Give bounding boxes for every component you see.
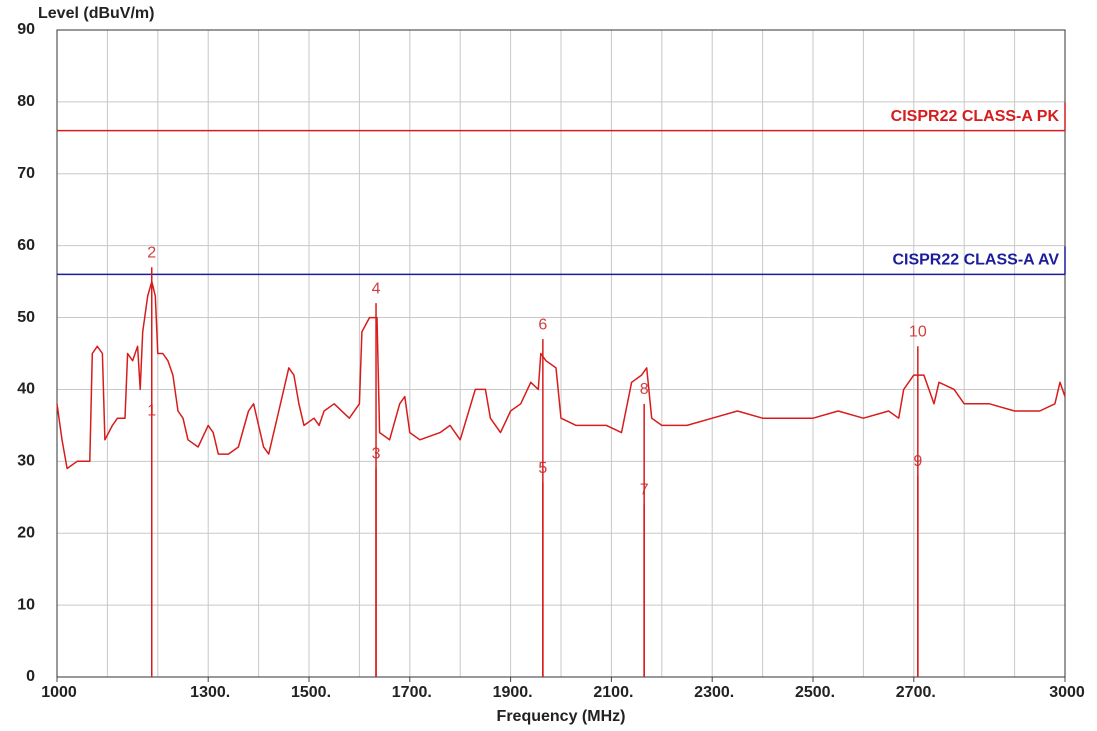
marker-label: 2 — [147, 244, 156, 261]
x-tick-label: 2300. — [694, 684, 734, 701]
y-tick-label: 90 — [17, 21, 35, 38]
y-tick-label: 0 — [26, 668, 35, 685]
x-tick-label: 1700. — [392, 684, 432, 701]
marker-label: 6 — [538, 316, 547, 333]
y-tick-label: 60 — [17, 237, 35, 254]
x-axis-title: Frequency (MHz) — [497, 708, 626, 725]
x-tick-label: 1500. — [291, 684, 331, 701]
limit-label: CISPR22 CLASS-A AV — [892, 252, 1059, 269]
y-tick-label: 40 — [17, 381, 35, 398]
plot-frame — [56, 29, 1066, 678]
y-tick-label: 10 — [17, 596, 35, 613]
x-tick-label: 3000 — [1049, 684, 1085, 701]
marker-label: 8 — [640, 381, 649, 398]
x-tick-label: 2500. — [795, 684, 835, 701]
x-tick-label: 1900. — [493, 684, 533, 701]
limit-label: CISPR22 CLASS-A PK — [891, 108, 1060, 125]
marker-label: 4 — [372, 280, 381, 297]
y-tick-label: 20 — [17, 524, 35, 541]
x-tick-label: 1300. — [190, 684, 230, 701]
x-tick-label: 2100. — [593, 684, 633, 701]
x-tick-label: 1000 — [41, 684, 77, 701]
y-tick-label: 50 — [17, 309, 35, 326]
y-tick-label: 70 — [17, 165, 35, 182]
y-tick-label: 80 — [17, 93, 35, 110]
trace — [56, 280, 1066, 470]
y-axis-title: Level (dBuV/m) — [38, 5, 154, 22]
marker-label: 10 — [909, 324, 927, 341]
y-tick-label: 30 — [17, 453, 35, 470]
x-tick-label: 2700. — [896, 684, 936, 701]
